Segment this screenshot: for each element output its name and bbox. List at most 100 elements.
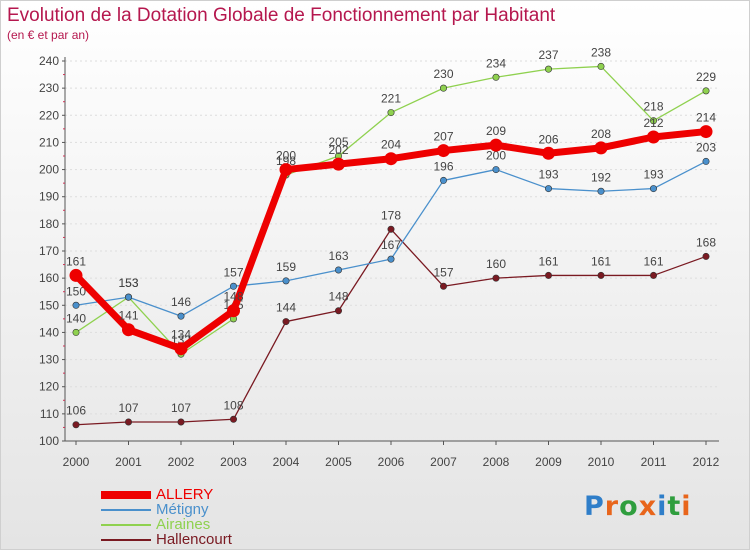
logo-letter: i bbox=[681, 491, 692, 522]
data-label: 234 bbox=[486, 56, 506, 70]
data-point bbox=[282, 318, 290, 326]
legend-swatch bbox=[101, 523, 151, 526]
data-label: 146 bbox=[171, 295, 191, 309]
chart-title: Evolution de la Dotation Globale de Fonc… bbox=[7, 5, 556, 26]
data-label: 161 bbox=[66, 254, 86, 268]
data-label: 150 bbox=[66, 284, 86, 298]
y-tick-label: 160 bbox=[39, 271, 59, 285]
data-label: 161 bbox=[591, 254, 611, 268]
legend-swatch bbox=[101, 508, 151, 511]
y-tick-label: 110 bbox=[40, 407, 59, 421]
data-point bbox=[334, 266, 342, 274]
logo-letter: o bbox=[619, 491, 639, 522]
data-point bbox=[230, 415, 238, 423]
data-label: 200 bbox=[486, 149, 506, 163]
data-point bbox=[649, 185, 657, 193]
legend-swatch bbox=[101, 490, 151, 499]
data-point bbox=[544, 185, 552, 193]
data-point bbox=[334, 307, 342, 315]
data-label: 193 bbox=[538, 168, 558, 182]
data-label: 140 bbox=[66, 311, 86, 325]
data-label: 221 bbox=[381, 92, 401, 106]
data-label: 163 bbox=[328, 249, 348, 263]
data-point bbox=[542, 146, 555, 160]
legend-label: ALLERY bbox=[156, 486, 214, 503]
data-point bbox=[72, 421, 80, 429]
data-label: 218 bbox=[643, 100, 663, 114]
data-point bbox=[489, 138, 503, 152]
data-point bbox=[437, 144, 450, 158]
data-label: 229 bbox=[696, 70, 716, 84]
data-point bbox=[387, 109, 395, 117]
data-label: 208 bbox=[591, 127, 611, 141]
data-label: 204 bbox=[381, 138, 401, 152]
data-label: 178 bbox=[381, 208, 401, 222]
legend-label: Airaines bbox=[156, 516, 211, 533]
data-label: 196 bbox=[433, 159, 453, 173]
data-label: 203 bbox=[696, 140, 716, 154]
data-label: 202 bbox=[328, 143, 348, 157]
legend-item: Airaines bbox=[101, 517, 232, 532]
data-label: 200 bbox=[276, 149, 296, 163]
data-point bbox=[174, 342, 188, 356]
x-tick-label: 2005 bbox=[325, 455, 352, 469]
y-tick-label: 220 bbox=[39, 108, 59, 122]
data-label: 207 bbox=[433, 130, 453, 144]
data-label: 206 bbox=[538, 132, 558, 146]
legend-swatch bbox=[101, 538, 151, 541]
y-tick-label: 140 bbox=[39, 325, 59, 339]
data-label: 159 bbox=[276, 260, 296, 274]
data-label: 141 bbox=[118, 309, 138, 323]
data-label: 237 bbox=[538, 48, 558, 62]
data-point bbox=[125, 293, 133, 301]
data-label: 153 bbox=[118, 276, 138, 290]
data-label: 107 bbox=[171, 401, 191, 415]
data-point bbox=[597, 187, 605, 195]
chart-legend: ALLERY Métigny Airaines Hallencourt bbox=[101, 487, 232, 547]
x-tick-label: 2000 bbox=[63, 455, 90, 469]
x-tick-label: 2006 bbox=[378, 455, 405, 469]
legend-item: Métigny bbox=[101, 502, 232, 517]
data-label: 168 bbox=[696, 235, 716, 249]
data-label: 134 bbox=[171, 328, 191, 342]
data-point bbox=[649, 271, 657, 279]
legend-label: Métigny bbox=[156, 501, 209, 518]
logo-letter: t bbox=[667, 491, 682, 522]
data-label: 153 bbox=[118, 276, 138, 290]
y-tick-label: 100 bbox=[39, 434, 59, 448]
data-label: 161 bbox=[643, 254, 663, 268]
data-point bbox=[332, 157, 345, 171]
data-point bbox=[387, 255, 395, 263]
logo-letter: r bbox=[604, 491, 620, 522]
legend-label: Hallencourt bbox=[156, 531, 232, 548]
x-tick-label: 2009 bbox=[535, 455, 562, 469]
y-tick-label: 230 bbox=[39, 81, 59, 95]
data-point bbox=[702, 87, 710, 95]
data-point bbox=[282, 277, 290, 285]
data-point bbox=[492, 166, 500, 174]
x-tick-label: 2007 bbox=[430, 455, 457, 469]
data-label: 198 bbox=[276, 154, 296, 168]
y-tick-label: 120 bbox=[39, 380, 59, 394]
y-tick-label: 210 bbox=[39, 135, 59, 149]
data-point bbox=[647, 130, 660, 144]
data-label: 167 bbox=[381, 238, 401, 252]
data-point bbox=[125, 418, 133, 426]
x-tick-label: 2004 bbox=[273, 455, 300, 469]
x-tick-label: 2011 bbox=[641, 455, 667, 469]
data-point bbox=[230, 282, 238, 290]
y-tick-label: 170 bbox=[39, 244, 59, 258]
data-label: 107 bbox=[118, 401, 138, 415]
data-label: 193 bbox=[643, 168, 663, 182]
data-label: 230 bbox=[433, 67, 453, 81]
chart-subtitle: (en € et par an) bbox=[7, 28, 90, 42]
data-point bbox=[177, 312, 185, 320]
logo-letter: P bbox=[584, 491, 605, 522]
data-point bbox=[544, 65, 552, 73]
data-point bbox=[177, 418, 185, 426]
x-tick-label: 2008 bbox=[483, 455, 510, 469]
data-point bbox=[279, 163, 293, 177]
data-point bbox=[597, 62, 605, 70]
data-point bbox=[597, 271, 605, 279]
data-point bbox=[387, 225, 395, 233]
